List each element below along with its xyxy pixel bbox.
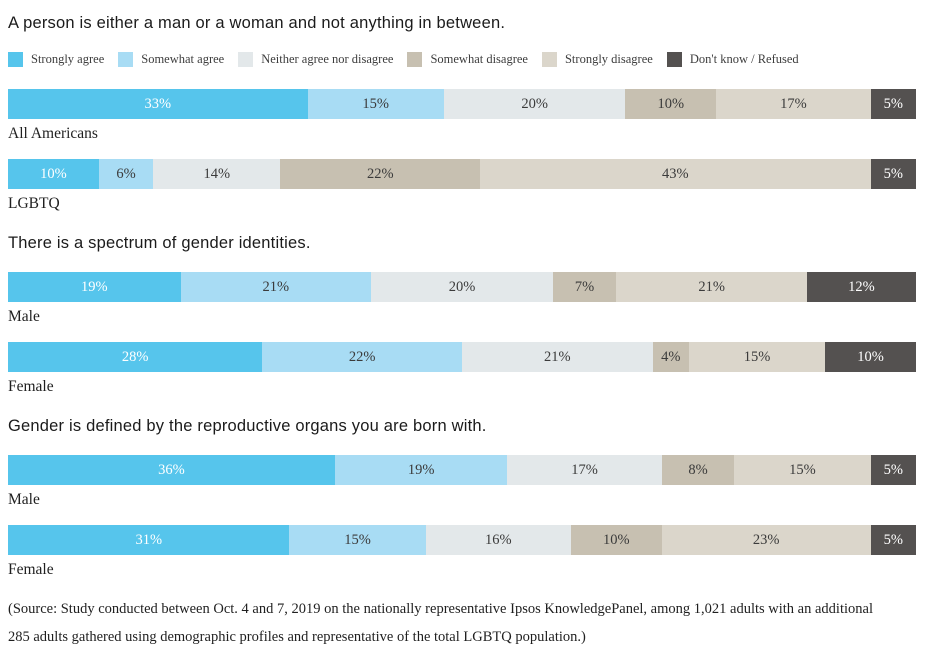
bar-segment: 16% <box>425 525 571 555</box>
bar-segment: 23% <box>661 525 871 555</box>
legend-label: Don't know / Refused <box>689 52 799 66</box>
legend-item: Somewhat agree <box>118 52 224 67</box>
bar-category-label: Male <box>8 491 40 508</box>
bar-category-label: Female <box>8 378 54 395</box>
legend-label: Neither agree nor disagree <box>261 52 394 66</box>
bar-row: 19% 21% 20% 7% 21% 12% Male <box>8 272 916 327</box>
legend-item: Strongly disagree <box>541 52 653 67</box>
bar-segment: 5% <box>870 89 916 119</box>
legend-swatch-icon <box>541 52 557 67</box>
bar-row: 10% 6% 14% 22% 43% 5% LGBTQ <box>8 159 916 214</box>
stacked-bar: 31% 15% 16% 10% 23% 5% <box>8 525 916 555</box>
legend-label: Strongly agree <box>31 52 105 66</box>
legend-swatch-icon <box>118 52 134 67</box>
bar-segment: 17% <box>716 89 871 119</box>
bar-segment: 19% <box>8 272 181 302</box>
bar-segment: 33% <box>8 89 308 119</box>
bar-category-label: Female <box>8 561 54 578</box>
bar-segment: 10% <box>8 159 99 189</box>
bar-segment: 43% <box>480 159 871 189</box>
stacked-bar: 10% 6% 14% 22% 43% 5% <box>8 159 916 189</box>
bar-row: 36% 19% 17% 8% 15% 5% Male <box>8 455 916 510</box>
chart-sections: A person is either a man or a woman and … <box>8 14 916 580</box>
bar-segment: 5% <box>870 455 916 485</box>
legend-item: Somewhat disagree <box>407 52 528 67</box>
legend-swatch-icon <box>238 52 254 67</box>
stacked-bar: 19% 21% 20% 7% 21% 12% <box>8 272 916 302</box>
bar-segment: 31% <box>8 525 290 555</box>
bar-segment: 5% <box>870 525 916 555</box>
bar-segment: 21% <box>461 342 653 372</box>
bar-segment: 20% <box>443 89 626 119</box>
bar-segment: 15% <box>307 89 444 119</box>
bar-segment: 7% <box>552 272 617 302</box>
bar-segment: 14% <box>153 159 281 189</box>
bar-category-label: LGBTQ <box>8 195 60 212</box>
legend-swatch-icon <box>8 52 23 67</box>
legend-item: Strongly agree <box>8 52 104 67</box>
bar-segment: 10% <box>825 342 916 372</box>
bar-segment: 5% <box>870 159 916 189</box>
bar-segment: 36% <box>8 455 335 485</box>
legend-label: Somewhat agree <box>141 52 225 66</box>
bar-segment: 22% <box>262 342 462 372</box>
bar-segment: 28% <box>8 342 263 372</box>
legend: Strongly agree Somewhat agree Neither agre… <box>8 52 916 67</box>
section-title: There is a spectrum of gender identities… <box>8 234 311 252</box>
legend-swatch-icon <box>666 52 682 67</box>
bar-segment: 22% <box>280 159 481 189</box>
legend-label: Somewhat disagree <box>430 52 528 66</box>
bar-segment: 17% <box>507 455 662 485</box>
bar-segment: 12% <box>807 272 916 302</box>
source-note: (Source: Study conducted between Oct. 4 … <box>8 601 873 645</box>
bar-row: 31% 15% 16% 10% 23% 5% Female <box>8 525 916 580</box>
bar-segment: 10% <box>570 525 662 555</box>
section-title: Gender is defined by the reproductive or… <box>8 417 487 435</box>
bar-row: 28% 22% 21% 4% 15% 10% Female <box>8 342 916 397</box>
legend-label: Strongly disagree <box>564 52 653 66</box>
section-title: A person is either a man or a woman and … <box>8 14 506 32</box>
stacked-bar: 33% 15% 20% 10% 17% 5% <box>8 89 916 119</box>
bar-segment: 15% <box>688 342 826 372</box>
bar-segment: 6% <box>98 159 154 189</box>
legend-swatch-icon <box>407 52 423 67</box>
stacked-bar: 36% 19% 17% 8% 15% 5% <box>8 455 916 485</box>
legend-item: Neither agree nor disagree <box>238 52 393 67</box>
bar-category-label: All Americans <box>8 125 98 142</box>
bar-segment: 20% <box>371 272 553 302</box>
bar-segment: 21% <box>180 272 372 302</box>
bar-segment: 21% <box>616 272 807 302</box>
bar-segment: 15% <box>289 525 426 555</box>
bar-segment: 15% <box>734 455 871 485</box>
bar-segment: 8% <box>661 455 735 485</box>
stacked-bar: 28% 22% 21% 4% 15% 10% <box>8 342 916 372</box>
bar-row: 33% 15% 20% 10% 17% 5% All Americans <box>8 89 916 144</box>
legend-item: Don't know / Refused <box>666 52 799 67</box>
bar-segment: 19% <box>334 455 508 485</box>
bar-segment: 4% <box>652 342 689 372</box>
bar-category-label: Male <box>8 308 40 325</box>
bar-segment: 10% <box>625 89 717 119</box>
